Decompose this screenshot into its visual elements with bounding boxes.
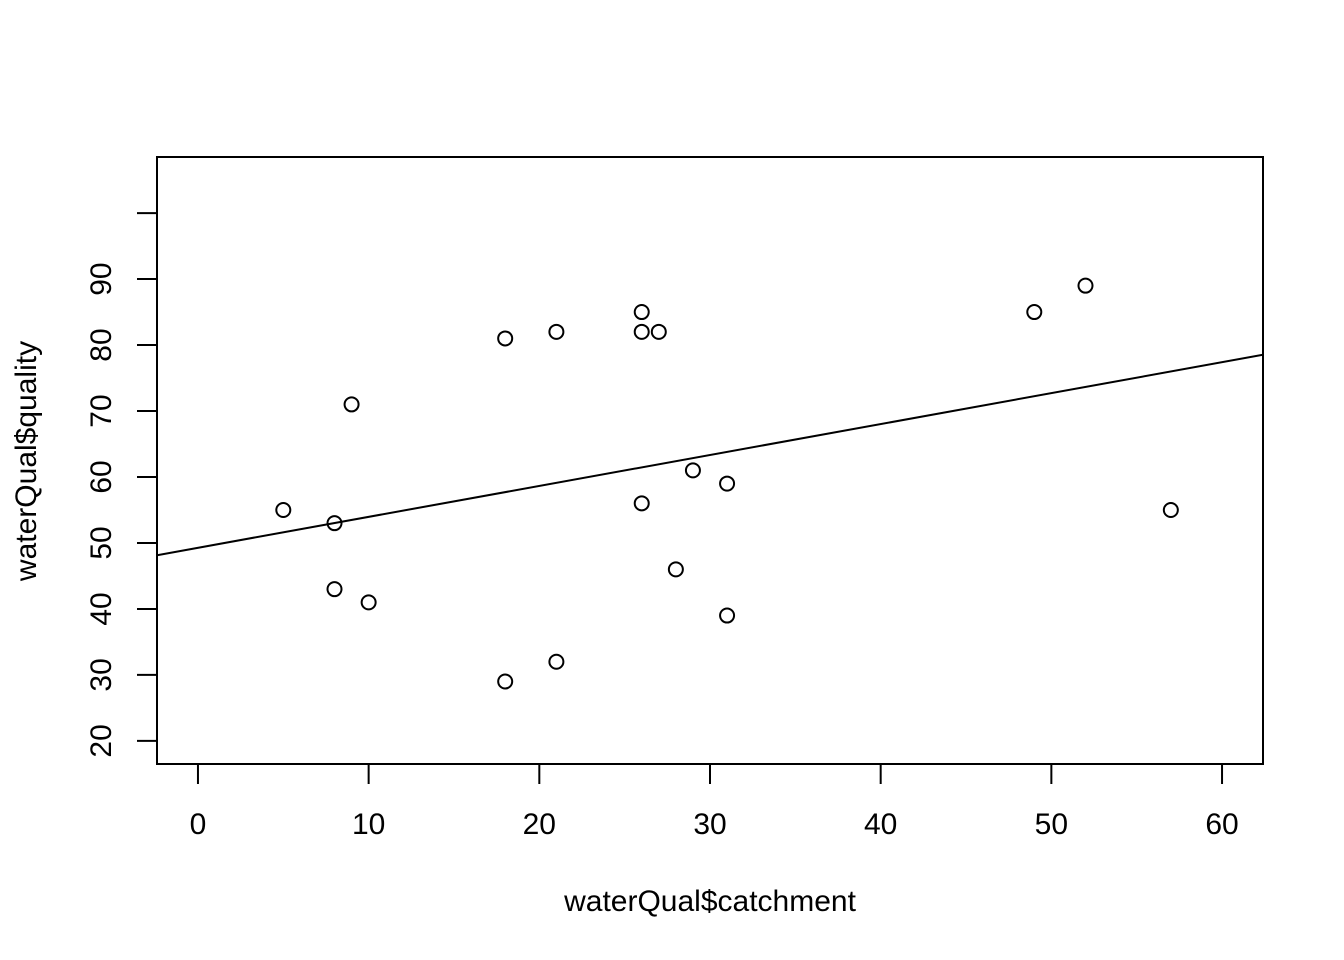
y-tick-label: 50 [85,526,118,559]
y-tick-label: 80 [85,328,118,361]
y-tick-label: 30 [85,658,118,691]
x-tick-label: 0 [190,808,207,841]
y-tick-label: 40 [85,592,118,625]
data-point [326,515,343,532]
y-tick-label: 90 [85,262,118,295]
x-tick-label: 10 [352,808,385,841]
data-point [719,607,736,624]
x-tick-label: 60 [1205,808,1238,841]
x-tick-label: 40 [864,808,897,841]
x-tick-label: 50 [1035,808,1068,841]
plot-frame [156,156,1264,765]
data-point [633,495,650,512]
data-point [1026,304,1043,321]
y-tick-label: 70 [85,394,118,427]
data-point [275,501,292,518]
x-axis-label: waterQual$catchment [563,885,856,918]
data-point [548,653,565,670]
x-tick-label: 20 [523,808,556,841]
data-point [633,304,650,321]
data-point [1162,501,1179,518]
data-point [667,561,684,578]
y-tick-label: 60 [85,460,118,493]
data-point [633,323,650,340]
data-point [343,396,360,413]
data-point [548,323,565,340]
data-point [497,673,514,690]
data-point [650,323,667,340]
regression-line [157,353,1263,557]
data-point [684,462,701,479]
data-point [719,475,736,492]
y-axis-label: waterQual$quality [10,341,43,582]
y-tick-label: 20 [85,724,118,757]
data-point [360,594,377,611]
x-tick-label: 30 [693,808,726,841]
data-point [497,330,514,347]
data-point [1077,277,1094,294]
data-point [326,581,343,598]
